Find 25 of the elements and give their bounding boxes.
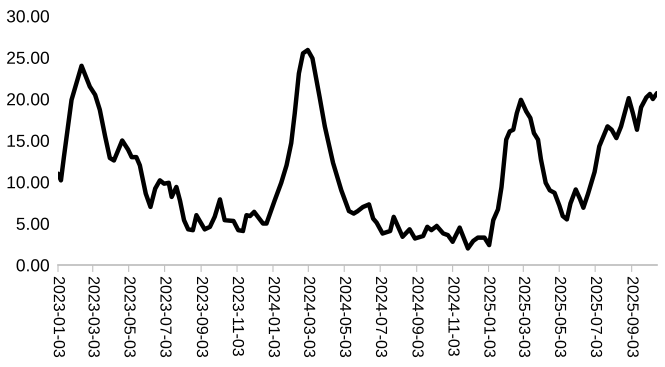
- x-tick-label: 2023-09-03: [196, 276, 208, 358]
- x-tick-label: 2024-11-03: [448, 276, 460, 356]
- y-tick-label: 5.00: [16, 218, 49, 230]
- x-tick-label: 2025-09-03: [627, 276, 639, 358]
- x-tick-label: 2024-09-03: [412, 276, 424, 358]
- x-tick-label: 2024-01-03: [268, 276, 280, 358]
- x-tick-label: 2023-01-03: [54, 276, 66, 358]
- x-tick-label: 2025-03-03: [519, 276, 530, 358]
- x-tick-label: 2024-03-03: [304, 276, 316, 358]
- x-tick-label: 2023-07-03: [160, 276, 172, 358]
- x-tick-label: 2024-05-03: [340, 276, 352, 358]
- x-tick-label: 2023-03-03: [88, 276, 100, 358]
- x-tick-label: 2025-05-03: [554, 276, 566, 358]
- x-tick-label: 2025-07-03: [590, 276, 602, 358]
- y-tick-label: 25.00: [7, 52, 49, 64]
- y-tick-label: 15.00: [8, 134, 49, 147]
- x-tick-label: 2023-11-03: [232, 276, 244, 356]
- y-tick-label: 0.00: [16, 259, 49, 272]
- y-tick-label: 10.00: [8, 176, 49, 188]
- line-series: [58, 48, 657, 251]
- y-tick-label: 20.00: [7, 93, 49, 106]
- y-tick-label: 30.00: [6, 10, 49, 22]
- x-tick-label: 2025-01-03: [484, 276, 496, 358]
- x-tick-label: 2024-07-03: [376, 276, 388, 358]
- x-tick-label: 2023-05-03: [124, 276, 136, 358]
